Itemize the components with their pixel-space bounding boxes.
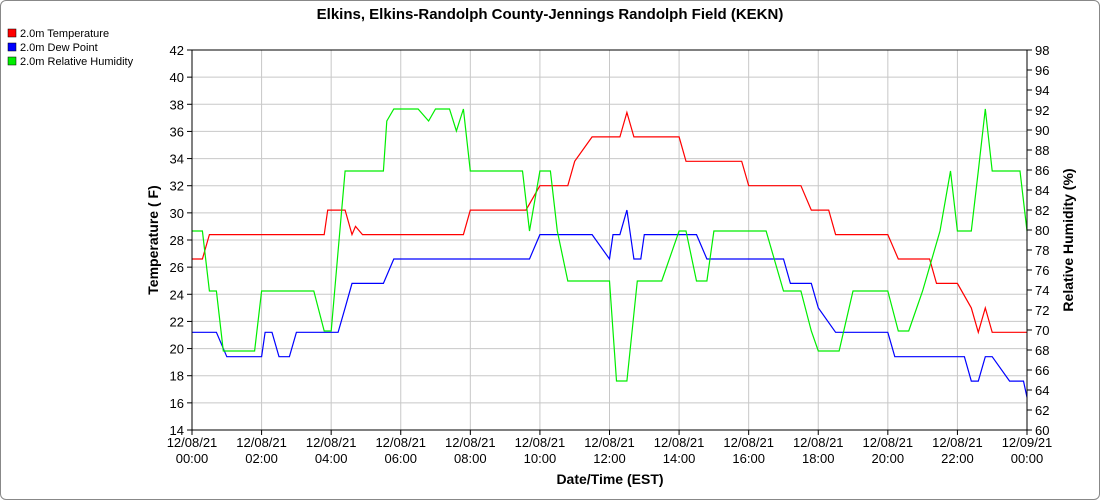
series-line-dew-point: [192, 209, 1028, 398]
tick-label-x-time: 00:00: [1011, 451, 1044, 466]
tick-label-right: 74: [1035, 283, 1049, 298]
tick-label-left: 22: [170, 314, 184, 329]
tick-label-x-date: 12/08/21: [236, 435, 287, 450]
tick-label-x-time: 02:00: [245, 451, 278, 466]
tick-label-x-date: 12/08/21: [306, 435, 357, 450]
tick-label-x-time: 10:00: [524, 451, 557, 466]
tick-label-x-date: 12/08/21: [863, 435, 914, 450]
tick-label-right: 62: [1035, 403, 1049, 418]
tick-label-x-time: 12:00: [593, 451, 626, 466]
tick-label-right: 92: [1035, 103, 1049, 118]
tick-label-right: 64: [1035, 383, 1049, 398]
legend-swatch-humidity: [7, 56, 17, 66]
tick-label-left: 26: [170, 260, 184, 275]
tick-label-left: 28: [170, 233, 184, 248]
tick-label-left: 32: [170, 179, 184, 194]
legend: 2.0m Temperature 2.0m Dew Point 2.0m Rel…: [7, 28, 134, 68]
tick-label-right: 84: [1035, 183, 1049, 198]
series-line-temperature: [192, 110, 1027, 335]
tick-label-x-time: 16:00: [732, 451, 765, 466]
right-axis-ticks: 60 62 64 66 68 70 72 74 76 78 80 82 84 86 88 90 92 94 96 98: [1027, 43, 1049, 438]
chart-title: Elkins, Elkins-Randolph County-Jennings …: [317, 6, 784, 23]
tick-label-x-date: 12/08/21: [932, 435, 983, 450]
tick-label-right: 72: [1035, 303, 1049, 318]
tick-label-left: 40: [170, 70, 184, 85]
tick-label-x-time: 20:00: [872, 451, 905, 466]
tick-label-left: 18: [170, 369, 184, 384]
series-line-relative-humidity: [192, 108, 1028, 382]
tick-label-x-date: 12/08/21: [793, 435, 844, 450]
tick-label-left: 42: [170, 43, 184, 58]
tick-label-right: 96: [1035, 63, 1049, 78]
tick-label-x-date: 12/08/21: [375, 435, 426, 450]
tick-label-x-time: 18:00: [802, 451, 835, 466]
series-lines: [192, 108, 1028, 398]
tick-label-x-date: 12/08/21: [515, 435, 566, 450]
tick-label-x-time: 22:00: [941, 451, 974, 466]
tick-label-left: 36: [170, 124, 184, 139]
tick-label-x-time: 04:00: [315, 451, 348, 466]
tick-label-x-time: 08:00: [454, 451, 487, 466]
tick-label-x-date: 12/08/21: [167, 435, 218, 450]
tick-label-left: 30: [170, 206, 184, 221]
legend-swatch-dew-point: [7, 42, 17, 52]
tick-label-x-time: 14:00: [663, 451, 696, 466]
tick-label-right: 82: [1035, 203, 1049, 218]
tick-label-right: 90: [1035, 123, 1049, 138]
x-axis-ticks: 12/08/2100:0012/08/2102:0012/08/2104:001…: [167, 430, 1053, 466]
tick-label-left: 16: [170, 396, 184, 411]
tick-label-x-date: 12/08/21: [584, 435, 635, 450]
tick-label-right: 78: [1035, 243, 1049, 258]
tick-label-left: 14: [170, 423, 184, 438]
tick-label-x-date: 12/08/21: [654, 435, 705, 450]
y-axis-title-right: Relative Humidity (%): [1060, 168, 1076, 311]
tick-label-right: 98: [1035, 43, 1049, 58]
tick-label-right: 86: [1035, 163, 1049, 178]
tick-label-x-time: 06:00: [384, 451, 417, 466]
tick-label-right: 66: [1035, 363, 1049, 378]
tick-label-right: 80: [1035, 223, 1049, 238]
y-axis-title-left: Temperature ( F): [145, 185, 161, 294]
tick-label-x-date: 12/09/21: [1002, 435, 1053, 450]
tick-label-right: 68: [1035, 343, 1049, 358]
tick-label-x-date: 12/08/21: [445, 435, 496, 450]
gridlines: [191, 49, 1028, 431]
tick-label-left: 20: [170, 342, 184, 357]
tick-label-x-time: 00:00: [176, 451, 209, 466]
tick-label-left: 38: [170, 97, 184, 112]
tick-label-right: 88: [1035, 143, 1049, 158]
legend-swatch-temperature: [7, 28, 17, 38]
legend-label-dew-point: 2.0m Dew Point: [20, 42, 98, 54]
tick-label-left: 34: [170, 152, 184, 167]
tick-label-x-date: 12/08/21: [723, 435, 774, 450]
x-axis-title: Date/Time (EST): [556, 471, 663, 487]
tick-label-right: 60: [1035, 423, 1049, 438]
left-axis-ticks: 14 16 18 20 22 24 26 28 30 32 34 36 38 40 42: [170, 43, 192, 438]
tick-label-right: 94: [1035, 83, 1049, 98]
tick-label-right: 70: [1035, 323, 1049, 338]
legend-label-temperature: 2.0m Temperature: [20, 28, 109, 40]
tick-label-right: 76: [1035, 263, 1049, 278]
legend-label-humidity: 2.0m Relative Humidity: [20, 56, 134, 68]
tick-label-left: 24: [170, 287, 184, 302]
